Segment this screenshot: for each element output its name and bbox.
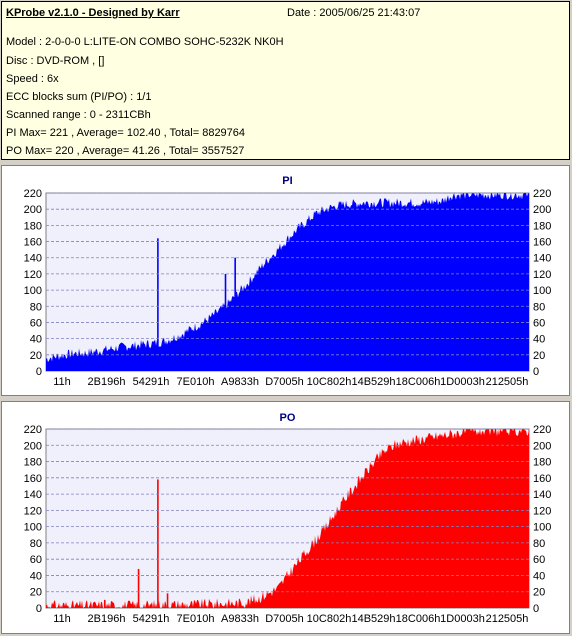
xtick-10: 212505h (486, 376, 529, 388)
po-chart: PO 0 0 20 20 40 40 60 60 80 80 100 100 120 120 140 140 16… (24, 412, 552, 625)
ytick-left-2: 40 (30, 570, 42, 582)
ytick-left-6: 120 (24, 505, 42, 517)
ytick-right-6: 120 (533, 505, 551, 517)
spike-mark-0 (157, 479, 159, 608)
ytick-right-7: 140 (533, 253, 551, 265)
chart-title: PI (282, 175, 292, 187)
ytick-right-8: 160 (533, 473, 551, 485)
ytick-right-2: 40 (533, 570, 545, 582)
ytick-left-1: 20 (30, 587, 42, 599)
series-area (46, 193, 529, 371)
ytick-right-11: 220 (533, 424, 551, 436)
spike-mark-3 (166, 593, 169, 608)
ytick-left-9: 180 (24, 457, 42, 469)
ytick-right-0: 0 (533, 366, 539, 378)
xtick-5: D7005h (265, 376, 304, 388)
series-area (46, 429, 529, 608)
po-stats: PO Max= 220 , Average= 41.26 , Total= 35… (6, 145, 245, 157)
ytick-left-0: 0 (36, 366, 42, 378)
ytick-right-0: 0 (533, 603, 539, 615)
xtick-8: 18C006h (396, 376, 441, 388)
xtick-1: 2B196h (88, 613, 126, 625)
ytick-right-1: 20 (533, 350, 545, 362)
ytick-left-9: 180 (24, 220, 42, 232)
ytick-left-8: 160 (24, 237, 42, 249)
pi-stats: PI Max= 221 , Average= 102.40 , Total= 8… (6, 127, 246, 139)
chart-title: PO (280, 412, 296, 424)
ytick-left-4: 80 (30, 538, 42, 550)
ytick-left-4: 80 (30, 301, 42, 313)
speed-info: Speed : 6x (6, 73, 59, 85)
ytick-left-0: 0 (36, 603, 42, 615)
ytick-right-10: 200 (533, 440, 551, 452)
xtick-3: 7E010h (177, 376, 215, 388)
xtick-4: A9833h (221, 613, 259, 625)
ytick-right-5: 100 (533, 285, 551, 297)
ytick-left-10: 200 (24, 204, 42, 216)
ytick-left-10: 200 (24, 440, 42, 452)
ytick-left-8: 160 (24, 473, 42, 485)
xtick-5: D7005h (265, 613, 304, 625)
xtick-2: 54291h (133, 613, 170, 625)
pi-chart: PI 0 0 20 20 40 40 60 60 80 80 100 100 120 120 140 140 16… (24, 175, 552, 388)
app-title: KProbe v2.1.0 - Designed by Karr (6, 7, 180, 19)
xtick-7: 14B529h (351, 613, 395, 625)
ytick-left-5: 100 (24, 522, 42, 534)
xtick-1: 2B196h (88, 376, 126, 388)
ytick-left-3: 60 (30, 317, 42, 329)
scan-date: Date : 2005/06/25 21:43:07 (287, 7, 421, 19)
spike-mark-1 (224, 273, 227, 371)
ytick-right-11: 220 (533, 188, 551, 200)
ytick-right-8: 160 (533, 237, 551, 249)
info-panel: KProbe v2.1.0 - Designed by Karr Date : … (1, 1, 570, 160)
ytick-right-4: 80 (533, 301, 545, 313)
pi-chart-panel: PI 0 0 20 20 40 40 60 60 80 80 100 100 120 120 140 140 16… (1, 165, 570, 396)
xtick-9: 1D0003h (440, 376, 485, 388)
ytick-right-5: 100 (533, 522, 551, 534)
xtick-2: 54291h (133, 376, 170, 388)
xtick-0: 11h (53, 613, 71, 625)
ytick-left-1: 20 (30, 350, 42, 362)
xtick-4: A9833h (221, 376, 259, 388)
scanned-range-info: Scanned range : 0 - 2311CBh (6, 109, 151, 121)
ytick-right-6: 120 (533, 269, 551, 281)
xtick-3: 7E010h (177, 613, 215, 625)
xtick-10: 212505h (486, 613, 529, 625)
ytick-right-7: 140 (533, 489, 551, 501)
spike-mark-2 (234, 257, 236, 371)
ytick-left-6: 120 (24, 269, 42, 281)
xtick-7: 14B529h (351, 376, 395, 388)
ytick-right-3: 60 (533, 317, 545, 329)
ytick-left-11: 220 (24, 188, 42, 200)
disc-info: Disc : DVD-ROM , [] (6, 55, 105, 67)
xtick-6: 10C802h (307, 613, 352, 625)
xtick-0: 11h (53, 376, 71, 388)
ytick-right-4: 80 (533, 538, 545, 550)
ytick-left-7: 140 (24, 253, 42, 265)
model-info: Model : 2-0-0-0 L:LITE-ON COMBO SOHC-523… (6, 36, 284, 48)
spike-mark-0 (157, 238, 159, 371)
ytick-right-1: 20 (533, 587, 545, 599)
ytick-left-2: 40 (30, 334, 42, 346)
ytick-left-11: 220 (24, 424, 42, 436)
spike-mark-1 (137, 568, 140, 608)
ytick-right-9: 180 (533, 220, 551, 232)
xtick-6: 10C802h (307, 376, 352, 388)
spike-mark-2 (103, 599, 106, 608)
ytick-right-3: 60 (533, 554, 545, 566)
ytick-right-10: 200 (533, 204, 551, 216)
ecc-info: ECC blocks sum (PI/PO) : 1/1 (6, 91, 152, 103)
ytick-left-3: 60 (30, 554, 42, 566)
ytick-left-7: 140 (24, 489, 42, 501)
ytick-right-2: 40 (533, 334, 545, 346)
ytick-left-5: 100 (24, 285, 42, 297)
xtick-9: 1D0003h (440, 613, 485, 625)
po-chart-panel: PO 0 0 20 20 40 40 60 60 80 80 100 100 120 120 140 140 16… (1, 401, 570, 634)
xtick-8: 18C006h (396, 613, 441, 625)
ytick-right-9: 180 (533, 457, 551, 469)
